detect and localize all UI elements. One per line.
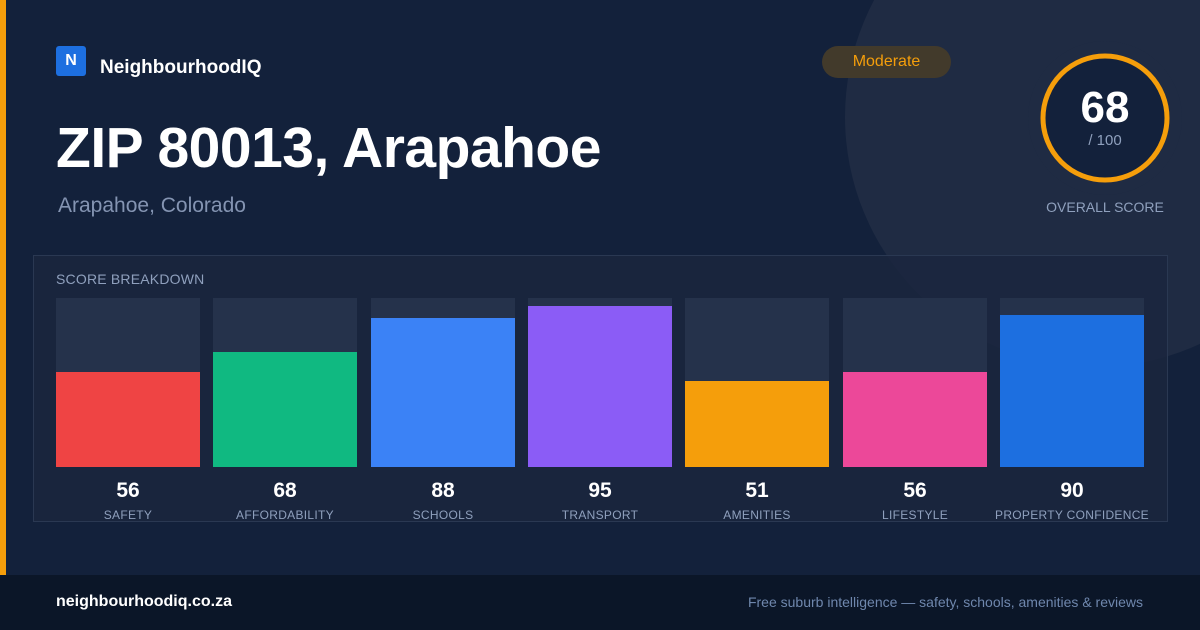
accent-bar xyxy=(0,0,6,575)
bar-category-label: AFFORDABILITY xyxy=(236,508,334,522)
overall-score-caption: OVERALL SCORE xyxy=(1046,199,1164,215)
bar-track-property-confidence xyxy=(1000,298,1144,467)
footer-domain-link[interactable]: neighbourhoodiq.co.za xyxy=(56,593,232,610)
bar-transport xyxy=(528,306,672,467)
bar-property-confidence xyxy=(1000,314,1144,467)
bar-value-label: 56 xyxy=(116,479,140,502)
overall-score-ring xyxy=(1040,53,1170,183)
overall-score-value: 68 xyxy=(1080,83,1130,132)
bar-track-affordability xyxy=(213,298,357,467)
bar-value-label: 95 xyxy=(588,479,612,502)
bar-track-safety xyxy=(56,298,200,467)
bar-category-label: TRANSPORT xyxy=(561,508,639,522)
bar-category-label: AMENITIES xyxy=(723,508,791,522)
bar-lifestyle xyxy=(843,372,987,467)
footer-tagline: Free suburb intelligence — safety, schoo… xyxy=(747,594,1143,610)
score-ring-progress xyxy=(1040,53,1170,183)
bar-track-transport xyxy=(528,298,672,467)
rating-badge: Moderate xyxy=(822,46,951,78)
bar-track-schools xyxy=(371,298,515,467)
bar-category-label: SAFETY xyxy=(103,508,153,522)
bar-affordability xyxy=(213,352,357,467)
score-breakdown-title: SCORE BREAKDOWN xyxy=(56,271,205,287)
brand-name[interactable]: NeighbourhoodIQ xyxy=(100,57,262,78)
bar-value-label: 88 xyxy=(431,479,455,502)
bar-category-label: PROPERTY CONFIDENCE xyxy=(995,508,1149,522)
footer xyxy=(0,575,1200,630)
page-title: ZIP 80013, Arapahoe xyxy=(56,116,601,180)
bar-category-label: LIFESTYLE xyxy=(881,508,949,522)
logo-icon: N xyxy=(56,46,86,76)
overall-score-max: / 100 xyxy=(1088,132,1122,149)
bar-track-lifestyle xyxy=(843,298,987,467)
bar-schools xyxy=(371,318,515,467)
bar-value-label: 90 xyxy=(1060,479,1084,502)
bar-amenities xyxy=(685,380,829,467)
bar-category-label: SCHOOLS xyxy=(412,508,474,522)
bar-track-amenities xyxy=(685,298,829,467)
location-subtitle: Arapahoe, Colorado xyxy=(58,194,246,217)
bar-value-label: 51 xyxy=(745,479,769,502)
bar-safety xyxy=(56,372,200,467)
bar-value-label: 56 xyxy=(903,479,927,502)
bar-value-label: 68 xyxy=(273,479,297,502)
